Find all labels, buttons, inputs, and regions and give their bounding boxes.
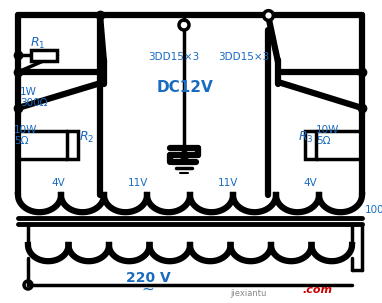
Text: jiexiantu: jiexiantu [230, 288, 266, 298]
Text: 10W: 10W [14, 125, 37, 135]
Text: .com: .com [303, 285, 333, 295]
Text: 4V: 4V [51, 178, 65, 188]
Text: 10W: 10W [316, 125, 339, 135]
Text: 3DD15×3: 3DD15×3 [148, 52, 199, 62]
Text: 1W: 1W [20, 87, 37, 97]
Text: 100W: 100W [365, 205, 382, 215]
Text: 5Ω: 5Ω [14, 136, 29, 146]
Text: 300Ω: 300Ω [20, 98, 47, 108]
Text: 11V: 11V [128, 178, 148, 188]
Text: 3DD15×3: 3DD15×3 [218, 52, 269, 62]
Text: $R_2$: $R_2$ [79, 129, 94, 145]
Text: DC12V: DC12V [157, 81, 214, 95]
Text: $R_3$: $R_3$ [298, 129, 314, 145]
Bar [31, 49, 57, 61]
Text: 220 V: 220 V [126, 271, 170, 285]
Text: 5Ω: 5Ω [316, 136, 330, 146]
Text: $R_1$: $R_1$ [30, 35, 46, 51]
Bar [66, 131, 78, 159]
Bar [304, 131, 316, 159]
Text: 4V: 4V [303, 178, 317, 188]
Text: 11V: 11V [218, 178, 238, 188]
Text: ~: ~ [142, 281, 154, 297]
